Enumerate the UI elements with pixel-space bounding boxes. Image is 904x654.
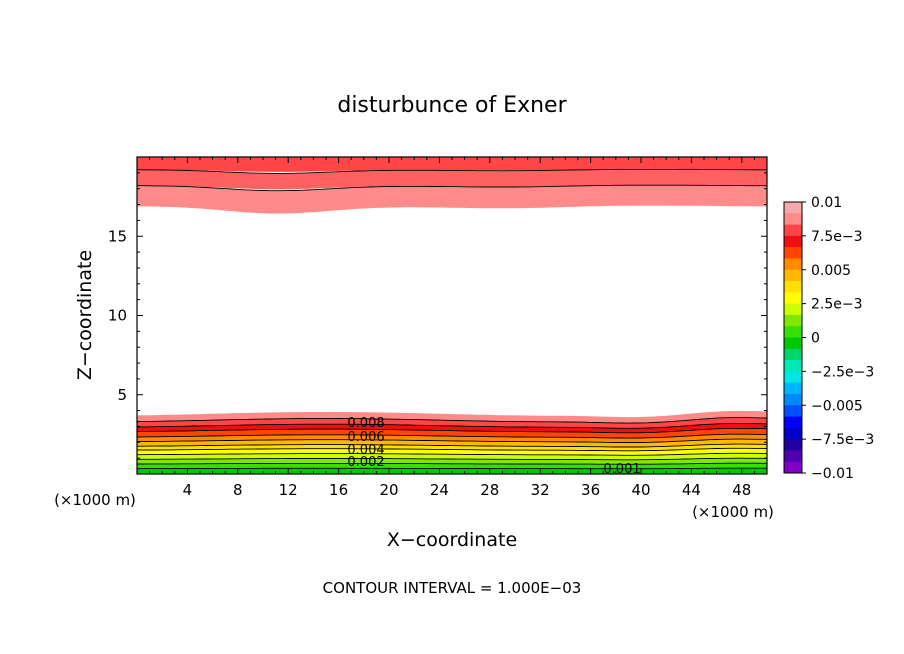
- colorbar-swatch: [784, 405, 802, 417]
- colorbar-swatch: [784, 360, 802, 372]
- contour-label: 0.002: [347, 455, 384, 470]
- x-tick-label: 48: [732, 481, 751, 499]
- x-tick-label: 28: [480, 481, 499, 499]
- contour-line: [137, 462, 767, 465]
- contour-line: [137, 184, 768, 192]
- colorbar-swatch: [784, 427, 802, 440]
- colorbar-tick-label: −7.5e−3: [811, 432, 874, 448]
- contour-band: [137, 439, 767, 447]
- colorbar-tick-label: 0.01: [811, 195, 842, 211]
- x-tick-label: 8: [233, 481, 243, 499]
- colorbar-swatch: [784, 314, 802, 327]
- contour-line: [137, 443, 768, 448]
- colorbar-tick-label: −0.01: [811, 466, 854, 482]
- y-tick-label: 10: [108, 307, 127, 325]
- x-axis-label: X−coordinate: [387, 529, 517, 551]
- x-unit-label-left: (×1000 m): [54, 491, 136, 509]
- colorbar-swatch: [784, 213, 802, 225]
- colorbar-tick-label: −0.005: [811, 398, 863, 414]
- colorbar-swatch: [784, 224, 802, 237]
- colorbar-swatch: [784, 235, 802, 248]
- y-axis: 5 10 15: [108, 156, 767, 475]
- colorbar-tick-label: 7.5e−3: [811, 229, 863, 245]
- contour-line: [136, 427, 768, 434]
- x-tick-label: 40: [631, 481, 650, 499]
- contour-line: [137, 168, 768, 174]
- x-tick-label: 44: [682, 481, 701, 499]
- y-tick-label: 5: [117, 386, 127, 404]
- colorbar-swatch: [784, 326, 802, 338]
- colorbar-swatch: [784, 461, 802, 474]
- contour-band: [137, 444, 767, 451]
- contour-label: 0.004: [347, 443, 384, 458]
- x-tick-label: 24: [430, 481, 449, 499]
- colorbar-swatch: [784, 439, 802, 451]
- colorbar-swatch: [784, 281, 802, 293]
- x-tick-label: 32: [531, 481, 550, 499]
- upper-contour-bands: [137, 157, 767, 214]
- colorbar-swatch: [784, 292, 802, 305]
- colorbar-swatch: [784, 258, 802, 271]
- colorbar-tick-label: 0: [811, 331, 820, 347]
- colorbar-swatch: [784, 337, 802, 350]
- contour-band: [137, 410, 767, 424]
- contour-label: 0.006: [347, 430, 384, 445]
- colorbar-swatch: [784, 382, 802, 395]
- contour-band: [137, 428, 767, 439]
- contour-line: [137, 422, 768, 429]
- contour-interval-footer: CONTOUR INTERVAL = 1.000E−03: [323, 579, 582, 597]
- x-tick-label: 20: [379, 481, 398, 499]
- contour-band: [137, 417, 767, 429]
- colorbar-swatch: [784, 247, 802, 259]
- contour-band: [137, 423, 767, 433]
- contour-band: [137, 185, 767, 214]
- x-unit-label-right: (×1000 m): [692, 503, 774, 521]
- contour-line: [136, 433, 768, 439]
- x-axis: 4 8 12 16 20 24 28 32 36 40 44 48: [136, 157, 768, 499]
- contour-band: [137, 169, 767, 190]
- colorbar-swatch: [784, 269, 802, 282]
- colorbar-swatch: [784, 202, 802, 214]
- contour-band: [137, 434, 767, 443]
- contour-line: [136, 417, 768, 424]
- colorbar-tick-label: 0.005: [811, 263, 851, 279]
- contour-label: 0.008: [347, 416, 384, 431]
- y-axis-label: Z−coordinate: [74, 250, 96, 380]
- x-tick-label: 12: [279, 481, 298, 499]
- colorbar-swatch: [784, 450, 802, 463]
- x-tick-label: 36: [581, 481, 600, 499]
- x-tick-label: 4: [183, 481, 193, 499]
- contour-line: [136, 438, 768, 443]
- colorbar-swatch: [784, 371, 802, 384]
- chart-title: disturbunce of Exner: [337, 93, 567, 118]
- colorbar-swatch: [784, 416, 802, 429]
- contour-line: [136, 447, 768, 452]
- contour-line: [137, 452, 767, 456]
- contour-line: [137, 467, 767, 470]
- contour-lines: [136, 168, 768, 470]
- colorbar-swatch: [784, 393, 802, 406]
- colorbar: 0.01 7.5e−3 0.005 2.5e−3 0 −2.5e−3 −0.005 −7.5e…: [783, 195, 874, 482]
- colorbar-swatch: [784, 303, 802, 316]
- x-tick-label: 16: [329, 481, 348, 499]
- colorbar-tick-label: −2.5e−3: [811, 364, 874, 380]
- contour-band: [137, 157, 767, 172]
- colorbar-tick-label: 2.5e−3: [811, 297, 863, 313]
- y-tick-label: 15: [108, 227, 127, 245]
- contour-label: 0.001: [603, 462, 640, 477]
- colorbar-swatch: [784, 348, 802, 361]
- contour-line: [137, 457, 768, 461]
